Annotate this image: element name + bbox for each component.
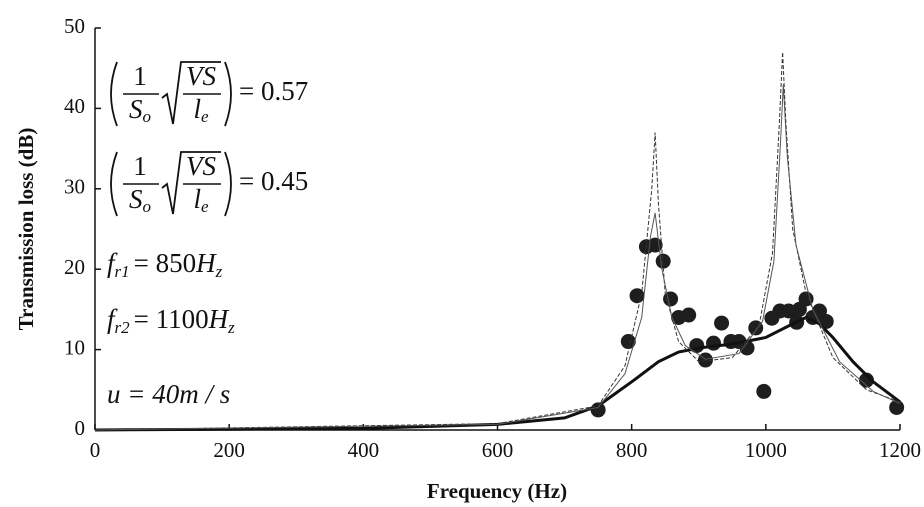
data-point [756, 383, 772, 399]
paren [110, 61, 118, 127]
denominator: So [129, 94, 151, 126]
math-part: r1 [115, 262, 130, 281]
y-tick-label: 10 [64, 335, 85, 359]
math-part: H [208, 304, 230, 334]
x-tick-label: 600 [482, 438, 514, 462]
root-denominator: le [193, 94, 209, 126]
y-tick-label: 20 [64, 255, 85, 279]
rhs: = 0.45 [239, 166, 308, 196]
root-numerator: VS [186, 151, 216, 181]
data-point [889, 399, 905, 415]
x-axis-title: Frequency (Hz) [427, 479, 567, 503]
root-sign [161, 61, 221, 125]
data-point [714, 315, 730, 331]
math-part: l [193, 94, 201, 124]
math-part: r2 [115, 318, 131, 337]
data-point [620, 334, 636, 350]
numerator: 1 [133, 151, 147, 181]
paren [224, 151, 232, 217]
x-tick-label: 800 [616, 438, 648, 462]
math-part: f [107, 304, 118, 334]
paren [110, 151, 118, 217]
root-denominator: le [193, 184, 209, 216]
y-tick-label: 30 [64, 175, 85, 199]
paren [224, 61, 232, 127]
denominator: So [129, 184, 151, 216]
x-tick-label: 0 [90, 438, 101, 462]
math-part: e [201, 197, 209, 216]
y-tick-label: 40 [64, 94, 85, 118]
line-series [94, 52, 901, 431]
math-part: = 1100 [134, 304, 209, 334]
y-axis-title: Transmission loss (dB) [14, 128, 38, 331]
data-point [739, 340, 755, 356]
x-tick-label: 200 [213, 438, 245, 462]
data-point [681, 307, 697, 323]
numerator: 1 [133, 61, 147, 91]
root-sign [161, 151, 221, 215]
math-part: l [193, 184, 201, 214]
data-point [748, 320, 764, 336]
math-part: z [227, 318, 235, 337]
line-series [94, 84, 901, 431]
line-series [94, 315, 901, 432]
x-tick-label: 1000 [745, 438, 787, 462]
math-part: S [129, 184, 143, 214]
data-point [798, 291, 814, 307]
resonance-annotation: fr2 = 1100Hz [107, 304, 235, 337]
data-point [706, 335, 722, 351]
math-part: f [107, 248, 118, 278]
x-tick-label: 1200 [879, 438, 921, 462]
y-tick-label: 50 [64, 14, 85, 38]
math-part: z [215, 262, 223, 281]
annotation: u = 40m / s [107, 379, 230, 409]
math-part: = 850 [134, 248, 196, 278]
x-tick-label: 400 [348, 438, 380, 462]
root-numerator: VS [186, 61, 216, 91]
math-part: S [129, 94, 143, 124]
data-point [655, 253, 671, 269]
math-part: o [143, 197, 152, 216]
math-part: o [143, 107, 152, 126]
math-part: e [201, 107, 209, 126]
math-part: H [195, 248, 217, 278]
rhs: = 0.57 [239, 76, 308, 106]
resonance-annotation: fr1 = 850Hz [107, 248, 223, 281]
data-point [858, 372, 874, 388]
y-tick-label: 0 [75, 416, 86, 440]
